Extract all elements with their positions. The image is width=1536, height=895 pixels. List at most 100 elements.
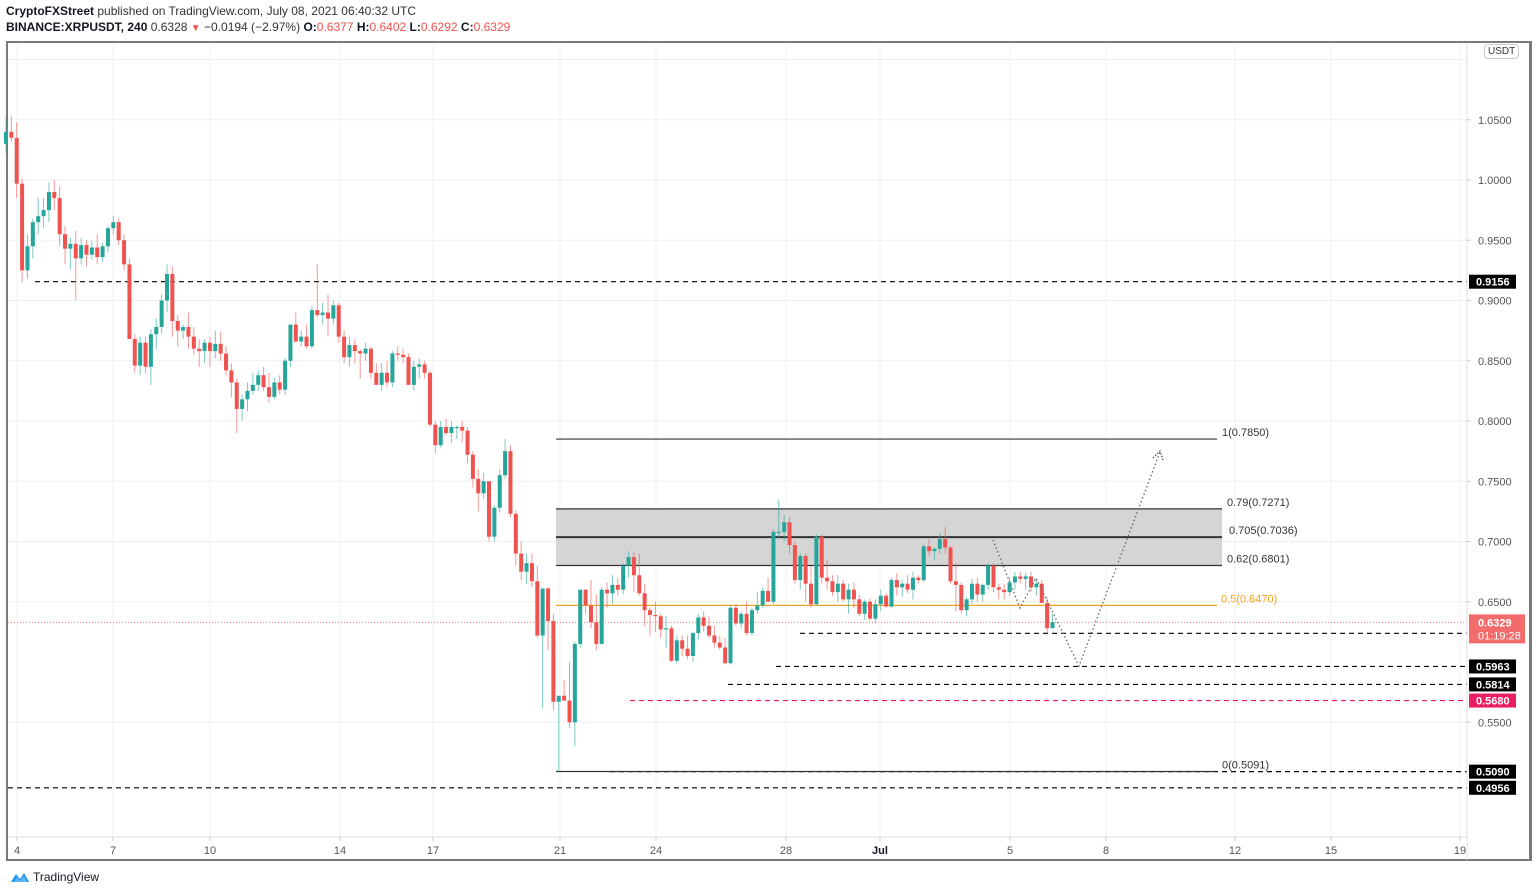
- candle-body: [605, 589, 610, 594]
- candle-body: [411, 366, 416, 385]
- candle-body: [154, 327, 159, 335]
- candle-body: [771, 531, 776, 602]
- price-change: −0.0194 (−2.97%): [204, 20, 301, 34]
- price-tag-0.9156-text: 0.9156: [1476, 277, 1510, 289]
- candle-body: [562, 695, 567, 701]
- footer: TradingView: [10, 870, 99, 884]
- candle-body: [304, 336, 309, 347]
- candle-body: [1012, 576, 1017, 583]
- candle-body: [712, 635, 717, 643]
- candle-body: [454, 427, 459, 429]
- price-tag-0.5963: [1469, 659, 1516, 674]
- candle-body: [744, 613, 749, 634]
- candle-body: [347, 345, 352, 358]
- low-label: L:: [409, 20, 421, 34]
- tradingview-brand[interactable]: TradingView: [33, 870, 100, 884]
- candle-body: [1050, 622, 1055, 629]
- time-axis[interactable]: 4 7 10 14 17 21 24 28 Jul 5 8 12 15 19: [8, 836, 1467, 857]
- candle-body: [728, 607, 733, 664]
- candle-body: [599, 589, 604, 644]
- candle-body: [873, 604, 878, 619]
- candle-body: [427, 372, 432, 425]
- candle-body: [524, 563, 529, 572]
- candle-body: [615, 584, 620, 590]
- candle-body: [610, 584, 615, 594]
- candle-body: [841, 583, 846, 600]
- candle-body: [637, 575, 642, 594]
- candle-body: [996, 587, 1001, 590]
- author-name[interactable]: CryptoFXStreet: [6, 4, 95, 18]
- candle-body: [755, 605, 760, 611]
- candle-body: [760, 590, 765, 606]
- price-tick-label: 0.9500: [1478, 235, 1512, 247]
- current-price-text: 0.6329: [1478, 617, 1512, 629]
- candle-body: [165, 273, 169, 301]
- candle-body: [36, 216, 41, 223]
- currency-badge[interactable]: USDT: [1484, 44, 1520, 59]
- candle-body: [374, 372, 379, 385]
- candle-body: [433, 424, 438, 446]
- candlesticks: [4, 116, 1055, 772]
- candle-body: [975, 583, 980, 595]
- candle-body: [79, 245, 84, 259]
- projection-path[interactable]: [992, 449, 1164, 668]
- candle-body: [572, 643, 577, 723]
- candle-body: [299, 336, 304, 342]
- candle-body: [578, 589, 583, 644]
- price-tag-0.5963-text: 0.5963: [1476, 661, 1510, 673]
- low-value: 0.6292: [420, 20, 458, 34]
- candle-body: [4, 131, 8, 144]
- candle-body: [368, 348, 373, 373]
- price-axis[interactable]: 1.0500 1.0000 0.9500 0.9000 0.8500 0.8000 0.75…: [1466, 44, 1525, 860]
- price-tick-label: 0.8500: [1478, 356, 1512, 368]
- candle-body: [122, 240, 127, 265]
- candle-body: [116, 222, 121, 241]
- candle-body: [202, 342, 207, 352]
- candle-body: [835, 583, 840, 593]
- candle-body: [889, 580, 894, 607]
- candle-body: [320, 312, 325, 315]
- candle-body: [390, 353, 395, 383]
- candle-body: [363, 348, 368, 354]
- candle-body: [588, 605, 593, 623]
- time-tick-label: 10: [204, 845, 216, 857]
- price-tick-label: 0.5500: [1478, 717, 1512, 729]
- candle-body: [701, 617, 706, 626]
- candle-body: [336, 305, 341, 337]
- time-tick-label: 4: [14, 845, 20, 857]
- candle-body: [642, 593, 647, 611]
- price-tick-label: 1.0500: [1478, 115, 1512, 127]
- candle-body: [417, 364, 422, 367]
- last-price: 0.6328: [150, 20, 188, 34]
- candle-body: [1018, 576, 1023, 579]
- candle-body: [186, 327, 191, 337]
- candle-body: [20, 183, 25, 271]
- candle-body: [894, 580, 899, 588]
- candle-body: [927, 546, 932, 552]
- candle-body: [191, 336, 196, 349]
- open-value: 0.6377: [316, 20, 354, 34]
- candle-body: [342, 336, 347, 358]
- candle-body: [696, 617, 701, 634]
- time-tick-label: 5: [1007, 845, 1013, 857]
- candle-body: [594, 622, 599, 644]
- candle-body: [819, 536, 824, 578]
- publish-line: CryptoFXStreet published on TradingView.…: [6, 3, 510, 19]
- candle-body: [648, 610, 652, 616]
- candle-body: [631, 557, 636, 576]
- symbol-label[interactable]: BINANCE:XRPUSDT, 240: [6, 20, 148, 34]
- candle-body: [932, 548, 937, 552]
- candle-body: [331, 305, 336, 319]
- candle-body: [556, 695, 561, 702]
- candle-body: [776, 531, 781, 534]
- candle-body: [261, 375, 266, 388]
- candle-body: [379, 372, 384, 385]
- candle-body: [401, 354, 406, 358]
- chart-frame: [6, 41, 1532, 861]
- countdown-text: 01:19:28: [1478, 630, 1521, 642]
- time-tick-label: 7: [110, 845, 116, 857]
- fibonacci-retracement[interactable]: 1(0.7850) 0.79(0.7271) 0.705(0.7036) 0.62(0…: [556, 427, 1298, 773]
- candle-body: [862, 601, 867, 614]
- candle-body: [749, 610, 754, 634]
